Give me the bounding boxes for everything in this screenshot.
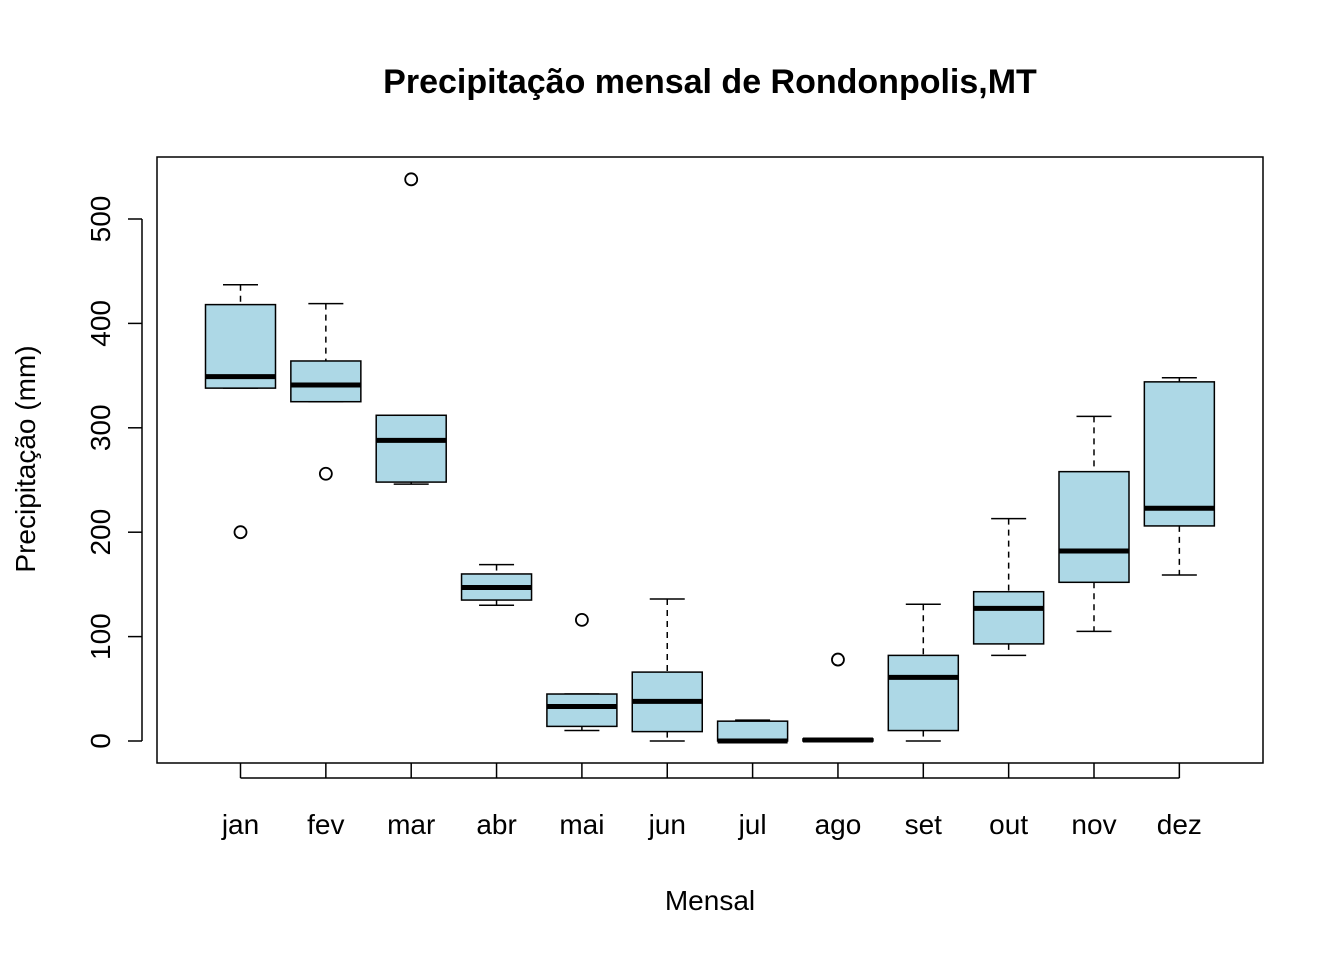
x-tick-label: mai: [559, 809, 604, 840]
x-tick-label: abr: [476, 809, 516, 840]
y-axis: 0 100 200 300 400 500: [85, 196, 143, 749]
box-iqr: [972, 590, 1045, 645]
box-iqr: [290, 360, 362, 403]
x-tick-label: jul: [738, 809, 767, 840]
y-tick-label: 100: [85, 613, 116, 660]
box-out: [972, 517, 1045, 657]
x-tick-label: jun: [648, 809, 686, 840]
box-ago: [802, 652, 874, 743]
x-tick-label: dez: [1157, 809, 1202, 840]
box-jun: [631, 598, 703, 742]
box-iqr: [1143, 381, 1216, 527]
box-mai: [546, 612, 618, 732]
x-axis: jan fev mar abr mai jun jul ago set out nov dez: [221, 763, 1202, 840]
outlier-point: [404, 172, 419, 187]
box-iqr: [716, 720, 789, 742]
x-tick-label: out: [989, 809, 1028, 840]
box-jan: [204, 284, 277, 540]
box-abr: [460, 563, 533, 607]
y-tick-label: 300: [85, 404, 116, 451]
boxes: [204, 172, 1216, 744]
x-tick-label: ago: [815, 809, 862, 840]
x-tick-label: mar: [387, 809, 435, 840]
outlier-point: [233, 525, 248, 540]
box-dez: [1143, 376, 1216, 576]
y-tick-label: 500: [85, 196, 116, 243]
box-set: [887, 603, 960, 742]
x-axis-label: Mensal: [665, 885, 755, 916]
box-iqr: [887, 654, 960, 732]
outlier-point: [831, 652, 845, 667]
y-tick-label: 0: [85, 733, 116, 749]
box-mar: [375, 172, 447, 485]
x-tick-label: set: [905, 809, 943, 840]
plot-area-frame: [156, 156, 1264, 764]
y-tick-label: 400: [85, 300, 116, 347]
x-tick-label: nov: [1071, 809, 1116, 840]
box-iqr: [1058, 470, 1130, 584]
box-fev: [290, 302, 362, 481]
x-tick-label: jan: [221, 809, 259, 840]
outlier-point: [318, 466, 333, 481]
box-iqr: [375, 414, 447, 483]
y-tick-label: 200: [85, 509, 116, 556]
chart-title: Precipitação mensal de Rondonpolis,MT: [383, 63, 1037, 101]
y-axis-label: Precipitação (mm): [10, 345, 41, 572]
box-jul: [716, 719, 789, 744]
x-tick-label: fev: [307, 809, 344, 840]
outlier-point: [575, 612, 589, 627]
box-iqr: [546, 693, 618, 728]
box-nov: [1058, 415, 1130, 633]
